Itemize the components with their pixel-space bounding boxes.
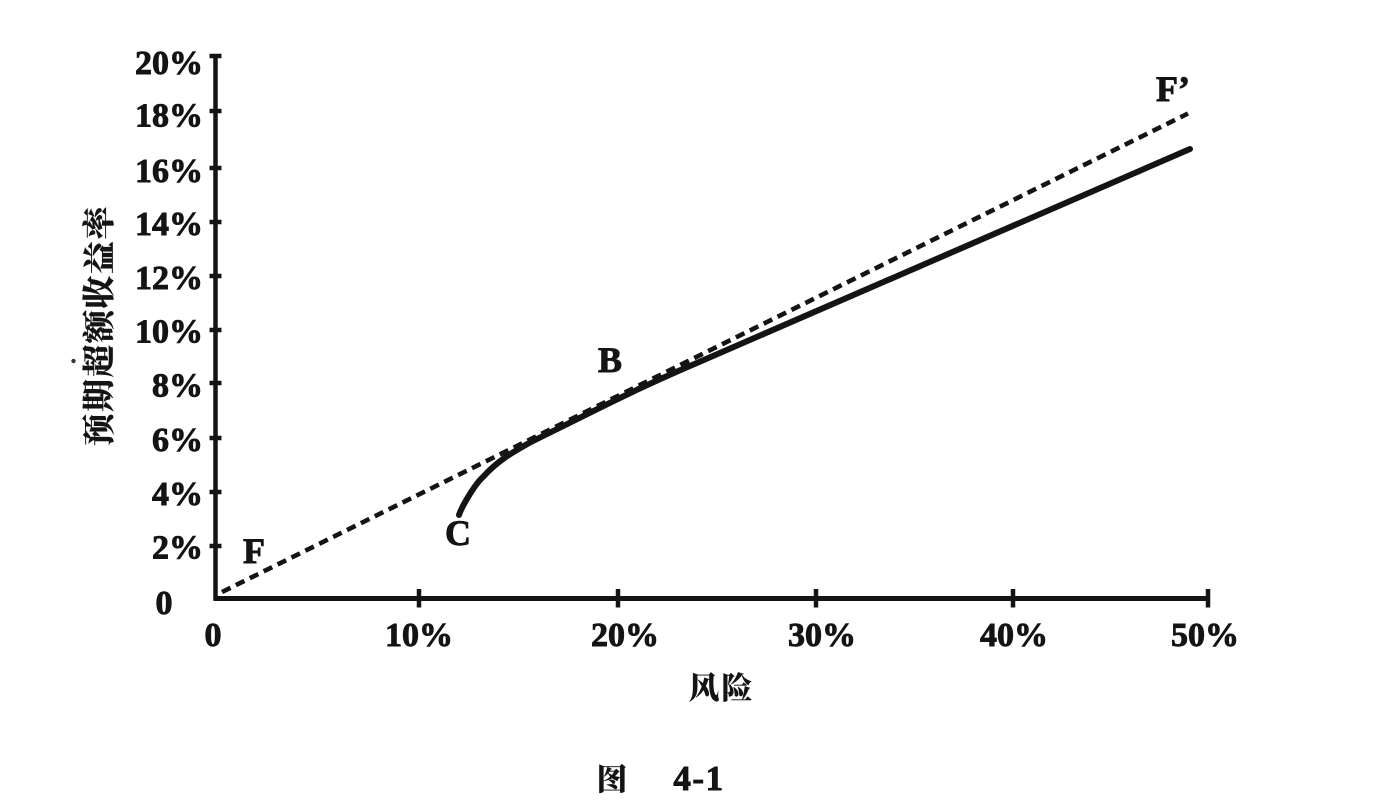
svg-text:C: C: [445, 513, 471, 553]
svg-text:4-1: 4-1: [673, 759, 724, 798]
svg-text:14%: 14%: [135, 206, 203, 243]
svg-text:12%: 12%: [135, 260, 203, 297]
svg-text:20%: 20%: [135, 45, 203, 82]
svg-text:16%: 16%: [135, 153, 203, 190]
svg-text:30%: 30%: [788, 617, 856, 654]
svg-text:20%: 20%: [591, 617, 659, 654]
svg-text:4%: 4%: [152, 476, 203, 513]
svg-text:40%: 40%: [980, 617, 1048, 654]
svg-text:0: 0: [205, 617, 222, 654]
svg-text:10%: 10%: [385, 617, 453, 654]
svg-text:6%: 6%: [152, 422, 203, 459]
svg-text:F’: F’: [1156, 69, 1190, 109]
svg-text:B: B: [598, 340, 622, 380]
svg-text:8%: 8%: [152, 368, 203, 405]
svg-text:F: F: [243, 531, 265, 571]
svg-text:2%: 2%: [152, 530, 203, 567]
svg-text:10%: 10%: [135, 314, 203, 351]
svg-text:0: 0: [156, 585, 173, 622]
svg-text:18%: 18%: [135, 98, 203, 135]
svg-text:50%: 50%: [1171, 617, 1239, 654]
